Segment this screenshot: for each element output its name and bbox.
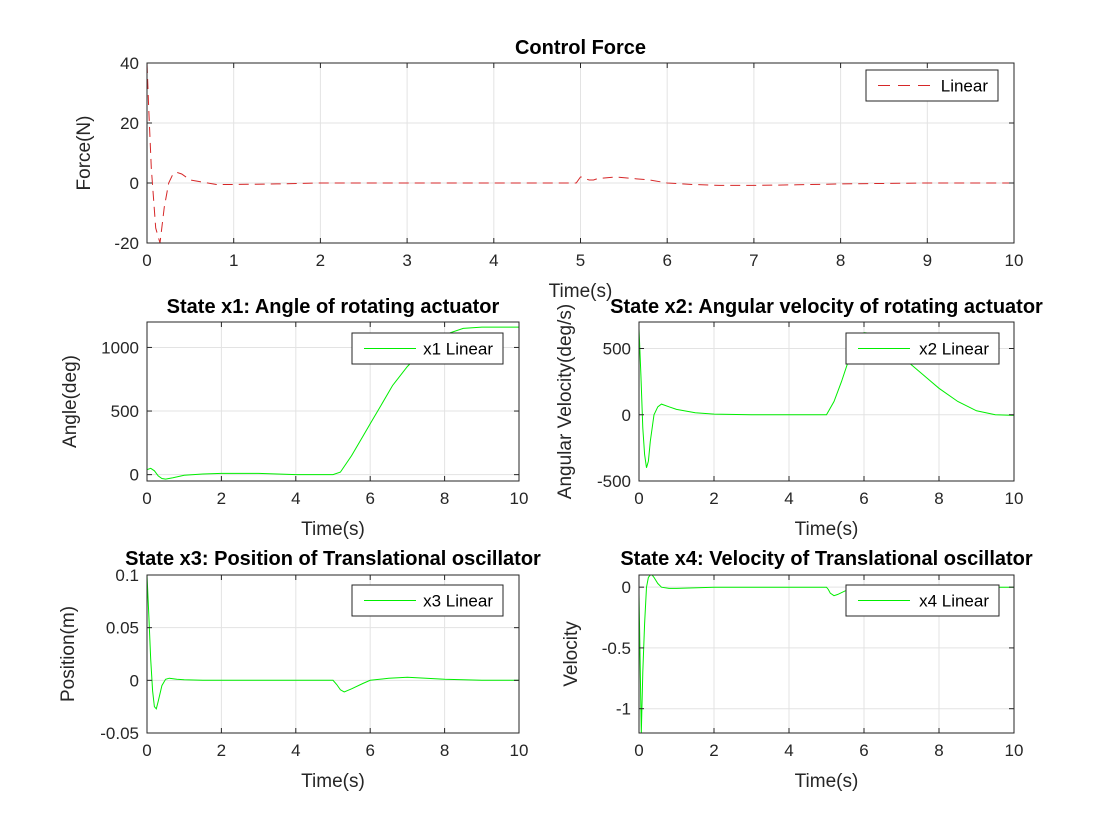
series-line-1 [147, 575, 519, 710]
axes-box [146, 574, 520, 734]
x-tick-label: 2 [709, 741, 718, 760]
chart-5: 0 2 4 6 8 10 -1 -0.5 0 State x4: Velocity of Tran… [561, 548, 1033, 792]
x-tick-label: 6 [365, 741, 374, 760]
y-tick-label: 20 [120, 114, 139, 133]
x-tick-label: 0 [142, 741, 151, 760]
x-tick-label: 4 [291, 489, 300, 508]
y-tick-label: 0 [130, 466, 139, 485]
x-axis-label: Time(s) [301, 519, 365, 540]
legend: x1 Linear [351, 332, 504, 365]
y-tick-label: 0.1 [115, 566, 139, 585]
legend-label: x4 Linear [919, 592, 989, 611]
y-tick-label: 0 [622, 406, 631, 425]
x-tick-label: 8 [934, 489, 943, 508]
legend: x2 Linear [845, 332, 1000, 365]
legend-label: Linear [941, 77, 989, 96]
x-tick-label: 2 [217, 741, 226, 760]
y-tick-label: -500 [597, 472, 631, 491]
y-tick-label: 40 [120, 54, 139, 73]
axes-box [638, 574, 1015, 734]
y-axis-label: Velocity [561, 621, 582, 687]
x-tick-label: 0 [142, 251, 151, 270]
x-tick-label: 8 [440, 741, 449, 760]
y-tick-label: 500 [603, 340, 631, 359]
x-tick-label: 0 [634, 741, 643, 760]
x-tick-label: 8 [440, 489, 449, 508]
x-tick-label: 4 [489, 251, 498, 270]
x-tick-label: 10 [1005, 251, 1024, 270]
chart-title: State x1: Angle of rotating actuator [167, 296, 500, 318]
x-tick-label: 2 [316, 251, 325, 270]
series-line-1 [639, 328, 1014, 468]
x-tick-label: 3 [402, 251, 411, 270]
legend: Linear [865, 69, 999, 102]
axes-box [638, 321, 1015, 482]
x-tick-label: 10 [510, 741, 529, 760]
x-tick-label: 4 [291, 741, 300, 760]
legend-label: x2 Linear [919, 340, 989, 359]
x-tick-label: 5 [576, 251, 585, 270]
y-tick-label: 0.05 [106, 619, 139, 638]
y-tick-label: -0.05 [100, 724, 139, 743]
y-tick-label: -20 [114, 234, 139, 253]
chart-title: State x4: Velocity of Translational osci… [620, 548, 1033, 570]
x-tick-label: 6 [662, 251, 671, 270]
y-tick-label: 500 [111, 402, 139, 421]
x-tick-label: 6 [859, 489, 868, 508]
x-tick-label: 10 [510, 489, 529, 508]
x-tick-label: 10 [1005, 741, 1024, 760]
x-tick-label: 1 [229, 251, 238, 270]
x-tick-label: 9 [923, 251, 932, 270]
x-tick-label: 2 [217, 489, 226, 508]
x-tick-label: 4 [784, 489, 793, 508]
legend-label: x1 Linear [423, 340, 493, 359]
x-tick-label: 7 [749, 251, 758, 270]
x-tick-label: 4 [784, 741, 793, 760]
x-tick-label: 8 [934, 741, 943, 760]
legend: x3 Linear [351, 584, 504, 617]
y-tick-label: -1 [616, 700, 631, 719]
x-axis-label: Time(s) [301, 771, 365, 792]
chart-title: Control Force [515, 37, 646, 59]
y-tick-label: 0 [622, 578, 631, 597]
x-tick-label: 8 [836, 251, 845, 270]
y-tick-label: -0.5 [602, 639, 631, 658]
y-tick-label: 0 [130, 671, 139, 690]
x-tick-label: 6 [365, 489, 374, 508]
y-axis-label: Force(N) [74, 116, 95, 191]
x-axis-label: Time(s) [549, 281, 613, 302]
x-tick-label: 10 [1005, 489, 1024, 508]
x-tick-label: 6 [859, 741, 868, 760]
legend-label: x3 Linear [423, 592, 493, 611]
chart-title: State x2: Angular velocity of rotating a… [610, 296, 1043, 318]
y-axis-label: Angular Velocity(deg/s) [555, 304, 576, 499]
axes-box [146, 321, 520, 482]
x-axis-label: Time(s) [795, 519, 859, 540]
series-line-1 [147, 63, 1014, 243]
x-tick-label: 0 [634, 489, 643, 508]
legend: x4 Linear [845, 584, 1000, 617]
y-axis-label: Angle(deg) [60, 355, 81, 448]
y-tick-label: 1000 [101, 338, 139, 357]
x-tick-label: 0 [142, 489, 151, 508]
y-axis-label: Position(m) [58, 606, 79, 702]
chart-title: State x3: Position of Translational osci… [125, 548, 541, 570]
chart-2: 0 2 4 6 8 10 0 500 1000 State x1: Angle of rotati… [60, 296, 528, 540]
y-tick-label: 0 [130, 174, 139, 193]
x-tick-label: 2 [709, 489, 718, 508]
x-axis-label: Time(s) [795, 771, 859, 792]
